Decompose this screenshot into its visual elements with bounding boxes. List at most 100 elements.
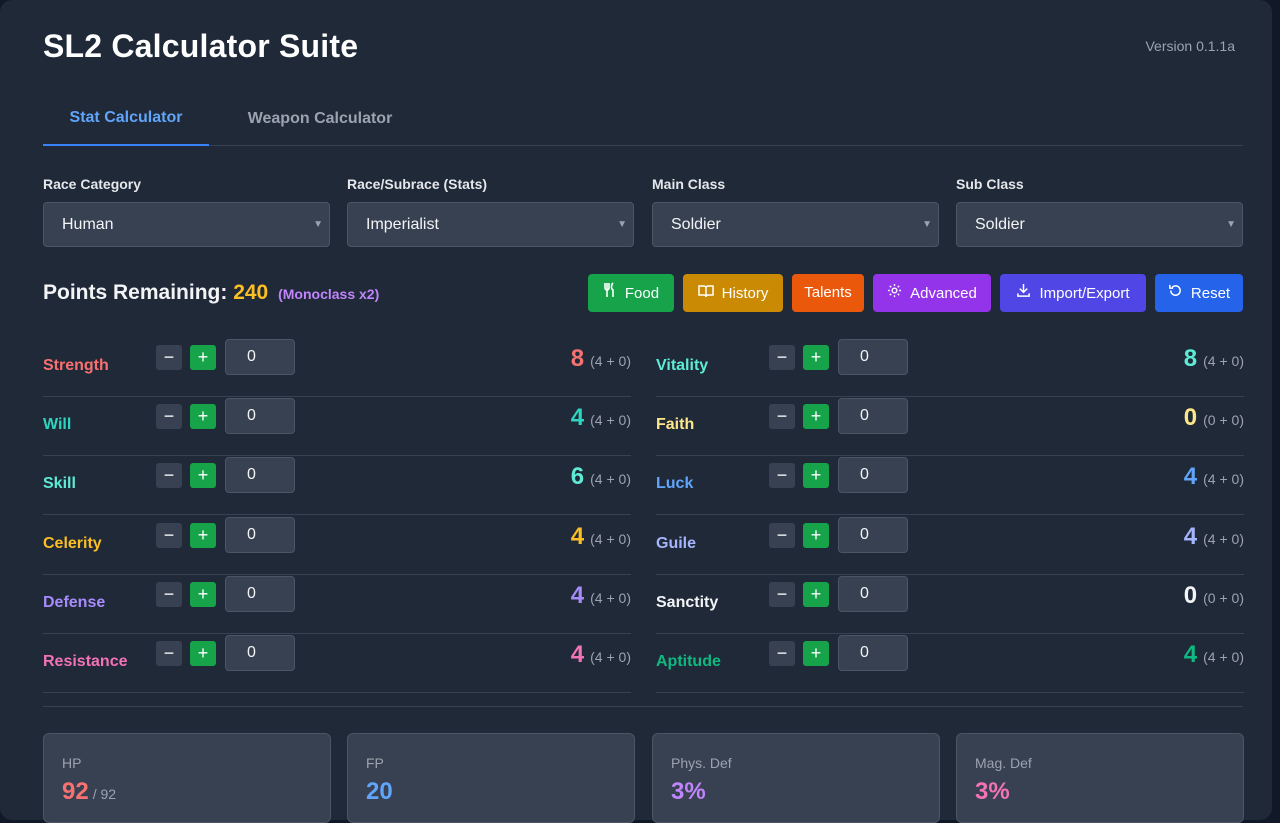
- stat-points-input[interactable]: 0: [225, 635, 295, 671]
- stat-name: Defense: [43, 593, 106, 611]
- stat-points-input[interactable]: 0: [225, 398, 295, 435]
- stat-points-input[interactable]: 0: [838, 635, 908, 671]
- decrement-button[interactable]: −: [769, 463, 795, 489]
- stat-total-value: 4: [570, 522, 585, 550]
- increment-button[interactable]: +: [190, 345, 216, 370]
- gear-icon: [887, 274, 902, 312]
- stat-total-value: 4: [570, 404, 585, 432]
- stat-total: 8 (4 + 0): [1184, 345, 1244, 373]
- stat-breakdown: (4 + 0): [1203, 471, 1244, 488]
- import-export-button[interactable]: Import/Export: [1000, 274, 1146, 312]
- download-icon: [1016, 274, 1031, 312]
- increment-button[interactable]: +: [190, 641, 216, 666]
- card-value-number: 3%: [671, 778, 706, 805]
- race-subrace-select[interactable]: Imperialist ▼: [347, 202, 634, 247]
- stat-breakdown: (4 + 0): [1203, 353, 1244, 369]
- stat-breakdown: (4 + 0): [1203, 649, 1244, 665]
- stat-row-luck: Luck − +0 4 (4 + 0): [656, 456, 1244, 516]
- stat-points-input[interactable]: 0: [838, 398, 908, 435]
- decrement-button[interactable]: −: [769, 345, 795, 370]
- card-value: 92/ 92: [62, 778, 116, 806]
- stat-total-value: 4: [1183, 463, 1198, 491]
- stat-points-input[interactable]: 0: [225, 516, 295, 553]
- card-value: 3%: [975, 778, 1014, 806]
- stat-points-input[interactable]: 0: [225, 457, 295, 494]
- increment-button[interactable]: +: [803, 641, 829, 666]
- increment-button[interactable]: +: [803, 522, 829, 548]
- stat-row-celerity: Celerity − +0 4 (4 + 0): [43, 516, 631, 575]
- increment-button[interactable]: +: [803, 404, 829, 430]
- card-value-number: 3%: [975, 778, 1010, 805]
- increment-button[interactable]: +: [803, 345, 829, 370]
- stat-row-faith: Faith − +0 0 (0 + 0): [656, 397, 1244, 457]
- sub-class-select[interactable]: Soldier ▼: [956, 202, 1243, 247]
- stat-points-input[interactable]: 0: [838, 457, 908, 494]
- history-button[interactable]: History: [683, 274, 783, 312]
- increment-button[interactable]: +: [190, 581, 216, 607]
- stat-name: Skill: [43, 475, 76, 493]
- stat-total: 4 (4 + 0): [571, 582, 631, 610]
- race-category-select[interactable]: Human ▼: [43, 202, 330, 247]
- decrement-button[interactable]: −: [156, 522, 182, 548]
- stat-name: Sanctity: [656, 593, 719, 611]
- increment-button[interactable]: +: [190, 404, 216, 430]
- stat-row-guile: Guile − +0 4 (4 + 0): [656, 516, 1244, 575]
- stat-name: Aptitude: [656, 653, 721, 670]
- stat-total: 4 (4 + 0): [1184, 523, 1244, 551]
- stat-total: 4 (4 + 0): [571, 641, 631, 669]
- stat-points-input[interactable]: 0: [225, 339, 295, 375]
- food-button[interactable]: Food: [588, 274, 674, 312]
- decrement-button[interactable]: −: [769, 404, 795, 430]
- stat-breakdown: (0 + 0): [1203, 589, 1244, 606]
- stat-total-value: 4: [570, 581, 585, 609]
- increment-button[interactable]: +: [190, 522, 216, 548]
- decrement-button[interactable]: −: [156, 404, 182, 430]
- stat-total-value: 0: [1183, 404, 1198, 432]
- food-label: Food: [624, 285, 660, 302]
- tab-weapon-calculator[interactable]: Weapon Calculator: [247, 110, 393, 127]
- divider: [43, 706, 1243, 707]
- main-class-value: Soldier: [671, 216, 721, 233]
- decrement-button[interactable]: −: [769, 641, 795, 666]
- stat-points-input[interactable]: 0: [838, 339, 908, 375]
- card-value-number: 92: [62, 778, 89, 805]
- chevron-down-icon: ▼: [313, 219, 323, 230]
- stat-name: Vitality: [656, 357, 709, 374]
- stat-points-input[interactable]: 0: [838, 516, 908, 553]
- stat-points-input[interactable]: 0: [225, 575, 295, 612]
- tab-stat-calculator[interactable]: Stat Calculator: [43, 96, 209, 146]
- increment-button[interactable]: +: [803, 463, 829, 489]
- monoclass-note: (Monoclass x2): [278, 286, 380, 302]
- stat-name: Will: [43, 416, 72, 434]
- stat-row-resistance: Resistance − +0 4 (4 + 0): [43, 634, 631, 693]
- stat-points-input[interactable]: 0: [838, 575, 908, 612]
- stat-total: 8 (4 + 0): [571, 345, 631, 373]
- stat-row-strength: Strength − +0 8 (4 + 0): [43, 338, 631, 397]
- stat-row-defense: Defense − +0 4 (4 + 0): [43, 575, 631, 634]
- stat-breakdown: (4 + 0): [590, 412, 631, 429]
- main-class-label: Main Class: [652, 176, 726, 192]
- stat-total: 0 (0 + 0): [1184, 404, 1244, 432]
- advanced-button[interactable]: Advanced: [873, 274, 991, 312]
- stat-total-value: 4: [1183, 641, 1198, 668]
- reset-button[interactable]: Reset: [1155, 274, 1243, 312]
- card-value-max: / 92: [92, 786, 117, 802]
- increment-button[interactable]: +: [190, 463, 216, 489]
- decrement-button[interactable]: −: [769, 522, 795, 548]
- decrement-button[interactable]: −: [156, 463, 182, 489]
- stat-total: 4 (4 + 0): [571, 404, 631, 432]
- main-class-select[interactable]: Soldier ▼: [652, 202, 939, 247]
- increment-button[interactable]: +: [803, 581, 829, 607]
- decrement-button[interactable]: −: [156, 345, 182, 370]
- decrement-button[interactable]: −: [156, 641, 182, 666]
- stat-row-sanctity: Sanctity − +0 0 (0 + 0): [656, 575, 1244, 634]
- stat-total: 4 (4 + 0): [1184, 463, 1244, 491]
- stat-total: 0 (0 + 0): [1184, 582, 1244, 610]
- stat-row-will: Will − +0 4 (4 + 0): [43, 397, 631, 457]
- stat-breakdown: (4 + 0): [590, 649, 631, 665]
- reset-label: Reset: [1190, 285, 1231, 302]
- decrement-button[interactable]: −: [156, 581, 182, 607]
- talents-button[interactable]: Talents: [792, 274, 864, 312]
- decrement-button[interactable]: −: [769, 581, 795, 607]
